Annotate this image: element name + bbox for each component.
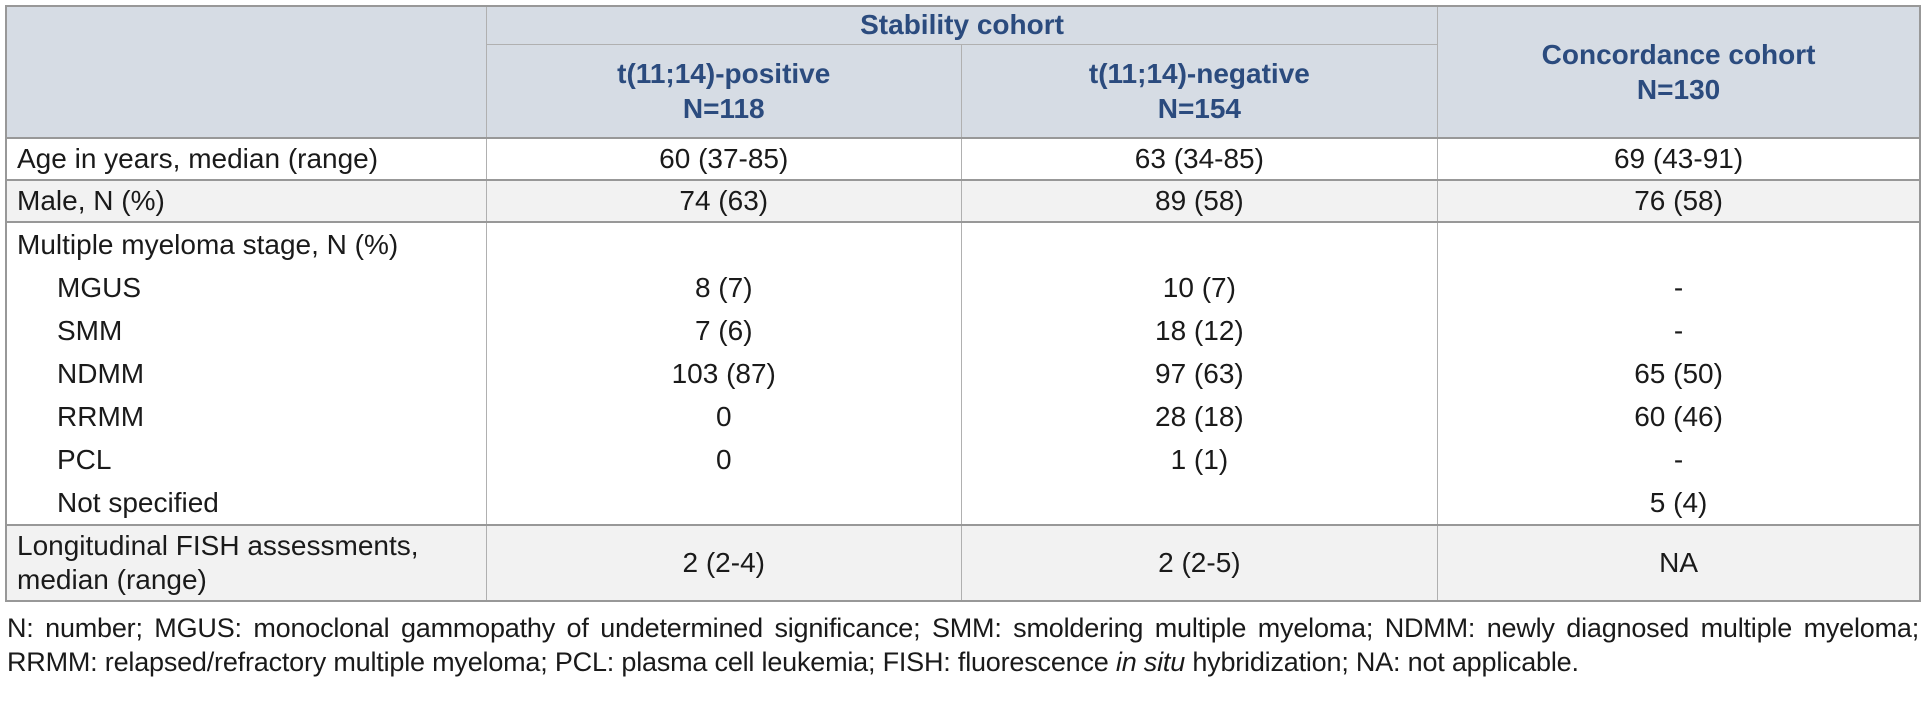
cell-rrmm-concordance: 60 (46)	[1634, 401, 1723, 432]
cell-mgus-concordance: -	[1673, 272, 1684, 303]
t1114-negative-n: N=154	[1157, 92, 1242, 124]
cell-fish-concordance: NA	[1437, 525, 1920, 601]
cell-pcl-positive: 0	[715, 444, 732, 475]
stage-section-labels: Multiple myeloma stage, N (%) MGUS SMM N…	[6, 222, 487, 525]
row-label-age: Age in years, median (range)	[6, 138, 487, 180]
cell-stage-positive-blank	[487, 223, 961, 266]
cell-age-concordance: 69 (43-91)	[1437, 138, 1920, 180]
stage-section-concordance: - - 65 (50) 60 (46) - 5 (4)	[1437, 222, 1920, 525]
header-t1114-positive: t(11;14)-positive N=118	[485, 44, 962, 138]
cell-ndmm-positive: 103 (87)	[671, 358, 776, 389]
cell-rrmm-positive: 0	[715, 401, 732, 432]
cell-age-positive: 60 (37-85)	[485, 138, 962, 180]
cell-stage-negative-blank	[962, 223, 1438, 266]
stability-cohort-label: Stability cohort	[860, 9, 1064, 41]
row-label-stage: Multiple myeloma stage, N (%)	[17, 229, 399, 260]
header-stability-cohort: Stability cohort	[485, 6, 1438, 45]
row-label-smm: SMM	[57, 315, 123, 346]
row-label-not-specified: Not specified	[57, 487, 219, 518]
cell-not-specified-positive	[487, 481, 961, 524]
cell-smm-negative: 18 (12)	[1155, 315, 1244, 346]
cell-mgus-negative: 10 (7)	[1162, 272, 1236, 303]
row-label-mgus: MGUS	[57, 272, 141, 303]
row-label-pcl: PCL	[57, 444, 112, 475]
cell-mgus-positive: 8 (7)	[694, 272, 753, 303]
cell-male-positive: 74 (63)	[485, 180, 962, 222]
row-label-rrmm: RRMM	[57, 401, 145, 432]
table-row-stage-section: Multiple myeloma stage, N (%) MGUS SMM N…	[6, 222, 1920, 525]
table-body: Age in years, median (range) 60 (37-85) …	[6, 138, 1920, 601]
t1114-positive-label: t(11;14)-positive	[617, 57, 831, 89]
concordance-cohort-n: N=130	[1636, 74, 1721, 105]
cell-not-specified-concordance: 5 (4)	[1649, 487, 1708, 518]
fish-label-line2: median (range)	[17, 564, 207, 595]
header-concordance-cohort: Concordance cohort N=130	[1437, 6, 1920, 138]
row-label-male: Male, N (%)	[6, 180, 487, 222]
fish-label-line1: Longitudinal FISH assessments,	[17, 530, 419, 561]
cell-smm-concordance: -	[1673, 315, 1684, 346]
footnote-text-end: hybridization; NA: not applicable.	[1185, 647, 1579, 677]
row-label-fish: Longitudinal FISH assessments, median (r…	[6, 525, 487, 601]
row-label-ndmm: NDMM	[57, 358, 145, 389]
cell-fish-positive: 2 (2-4)	[485, 525, 962, 601]
cohort-characteristics-table: Stability cohort Concordance cohort N=13…	[5, 5, 1921, 602]
table-row-fish: Longitudinal FISH assessments, median (r…	[6, 525, 1920, 601]
header-empty-cell	[6, 6, 487, 138]
stage-section-negative: 10 (7) 18 (12) 97 (63) 28 (18) 1 (1)	[960, 222, 1438, 525]
table-header: Stability cohort Concordance cohort N=13…	[6, 6, 1920, 138]
page: Stability cohort Concordance cohort N=13…	[5, 5, 1921, 679]
cell-smm-positive: 7 (6)	[694, 315, 753, 346]
cell-pcl-concordance: -	[1673, 444, 1684, 475]
table-row-age: Age in years, median (range) 60 (37-85) …	[6, 138, 1920, 180]
cell-male-negative: 89 (58)	[960, 180, 1438, 222]
cell-ndmm-concordance: 65 (50)	[1634, 358, 1723, 389]
cell-rrmm-negative: 28 (18)	[1155, 401, 1244, 432]
cell-age-negative: 63 (34-85)	[960, 138, 1438, 180]
cell-stage-concordance-blank	[1438, 223, 1919, 266]
concordance-cohort-label: Concordance cohort	[1541, 39, 1816, 70]
footnote-text-start: N: number; MGUS: monoclonal gammopathy o…	[7, 613, 1919, 677]
cell-male-concordance: 76 (58)	[1437, 180, 1920, 222]
footnote-italic-in-situ: in situ	[1115, 647, 1186, 677]
stage-section-positive: 8 (7) 7 (6) 103 (87) 0 0	[485, 222, 962, 525]
table-row-male: Male, N (%) 74 (63) 89 (58) 76 (58)	[6, 180, 1920, 222]
cell-not-specified-negative	[962, 481, 1438, 524]
t1114-negative-label: t(11;14)-negative	[1088, 57, 1310, 89]
cell-pcl-negative: 1 (1)	[1170, 444, 1229, 475]
t1114-positive-n: N=118	[682, 92, 765, 124]
cell-ndmm-negative: 97 (63)	[1155, 358, 1244, 389]
header-t1114-negative: t(11;14)-negative N=154	[960, 44, 1438, 138]
cell-fish-negative: 2 (2-5)	[960, 525, 1438, 601]
table-footnote: N: number; MGUS: monoclonal gammopathy o…	[5, 611, 1921, 679]
